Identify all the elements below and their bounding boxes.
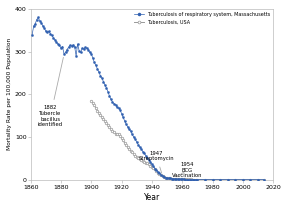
Y-axis label: Mortality Rate per 100,000 Population: Mortality Rate per 100,000 Population bbox=[7, 38, 12, 150]
Text: 1947
Streptomycin: 1947 Streptomycin bbox=[139, 151, 174, 173]
Legend: Tuberculosis of respiratory system, Massachusetts, Tuberculosis, USA: Tuberculosis of respiratory system, Mass… bbox=[133, 11, 271, 26]
Text: 1954
BCG
Vaccination: 1954 BCG Vaccination bbox=[172, 162, 202, 178]
Text: 1882
Tubercle
bacillus
identified: 1882 Tubercle bacillus identified bbox=[38, 57, 63, 127]
X-axis label: Year: Year bbox=[144, 193, 160, 202]
